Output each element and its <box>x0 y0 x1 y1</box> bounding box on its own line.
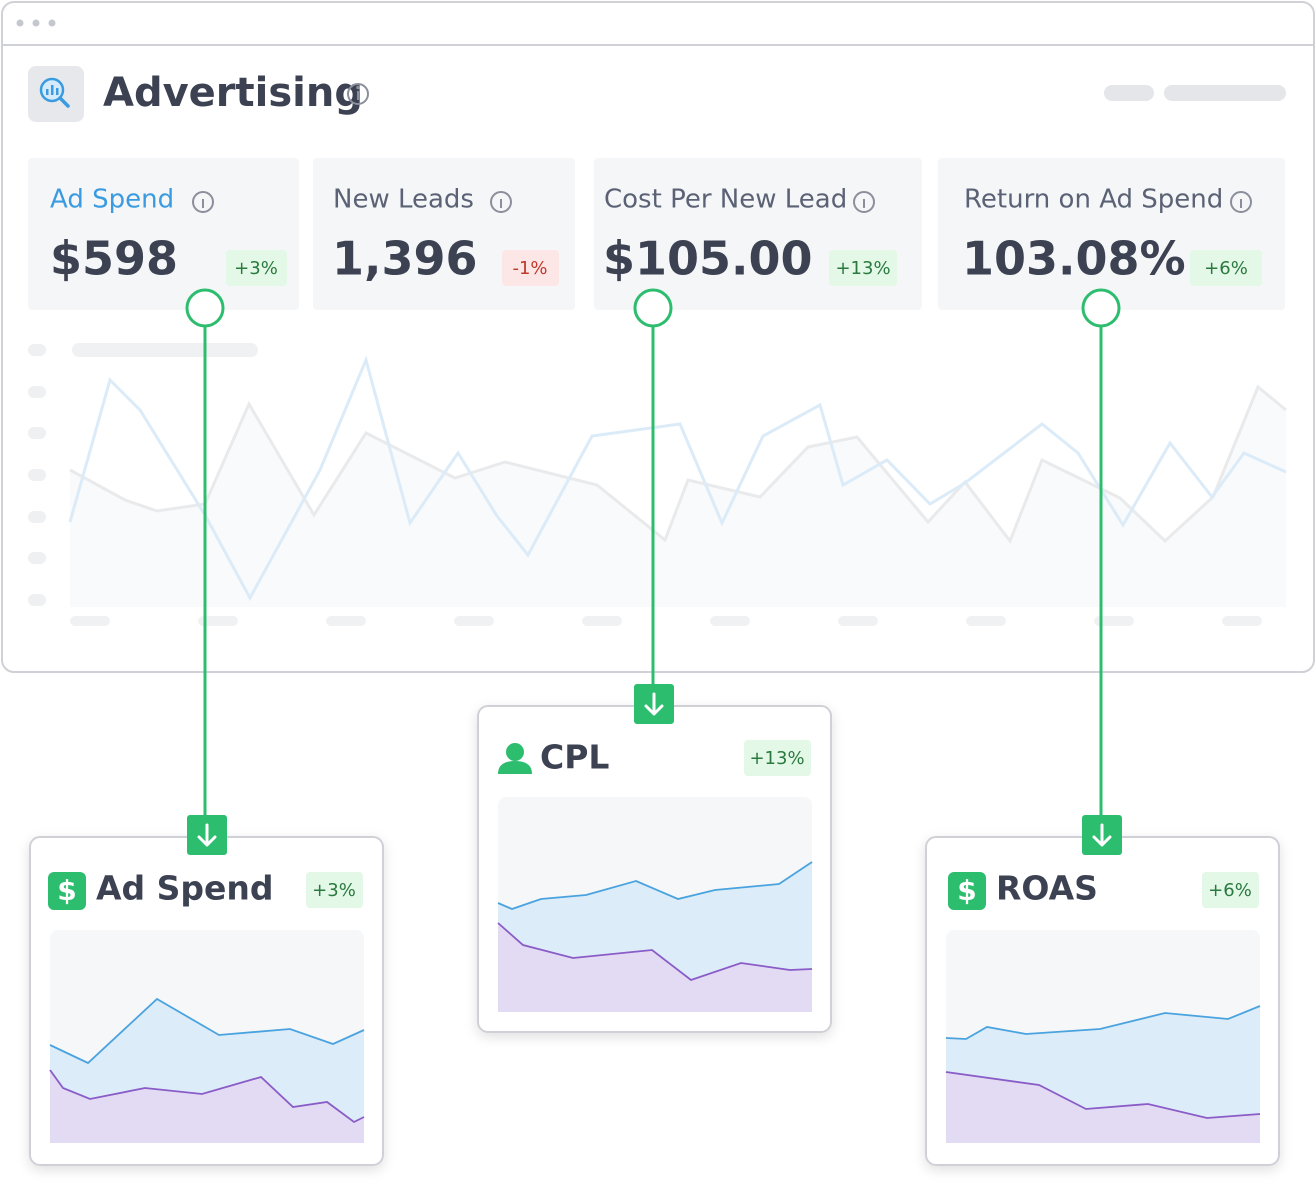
background-chart <box>28 343 1287 626</box>
change-badge <box>1202 872 1259 908</box>
change-text: +13% <box>749 748 804 769</box>
search-chart-icon <box>39 77 70 108</box>
mini-chart <box>49 930 365 1143</box>
metric-label: Cost Per New Lead <box>604 185 847 215</box>
change-badge <box>744 740 811 776</box>
change-text: +3% <box>312 880 356 901</box>
mini-chart <box>497 797 813 1012</box>
dollar-icon <box>948 872 986 910</box>
card-title: Ad Spend <box>96 869 274 908</box>
dollar-icon <box>48 872 86 910</box>
card-title: ROAS <box>996 869 1098 908</box>
change-text: +13% <box>835 258 890 279</box>
change-badge <box>829 250 897 286</box>
change-badge <box>502 250 559 286</box>
metric-cards: Ad Spend New Leads Cost Per New Lead Ret… <box>28 158 1285 310</box>
change-badge <box>1190 250 1262 286</box>
info-icon <box>347 83 369 105</box>
metric-label: Ad Spend <box>50 185 174 215</box>
person-icon <box>498 743 532 774</box>
metric-value: $598 <box>50 232 178 286</box>
placeholder-pill <box>1104 85 1154 101</box>
change-badge <box>306 872 363 908</box>
metric-value: 103.08% <box>962 232 1186 286</box>
change-text: -1% <box>512 258 547 279</box>
metric-value: 1,396 <box>332 232 478 286</box>
placeholder-pill <box>1164 85 1286 101</box>
metric-label: Return on Ad Spend <box>964 185 1223 215</box>
dollar-glyph: $ <box>57 874 76 907</box>
info-icons <box>192 191 1252 213</box>
metric-value: $105.00 <box>603 232 813 286</box>
change-text: +3% <box>234 258 278 279</box>
change-badge <box>226 250 287 286</box>
connectors <box>185 288 1121 816</box>
window-dots <box>16 19 56 27</box>
mini-chart <box>945 930 1261 1143</box>
arrow-boxes <box>187 684 1122 855</box>
card-title: CPL <box>540 738 609 777</box>
dollar-glyph: $ <box>957 874 976 907</box>
change-text: +6% <box>1208 880 1252 901</box>
page-title: Advertising <box>103 70 363 116</box>
change-text: +6% <box>1204 258 1248 279</box>
metric-label: New Leads <box>333 185 474 215</box>
